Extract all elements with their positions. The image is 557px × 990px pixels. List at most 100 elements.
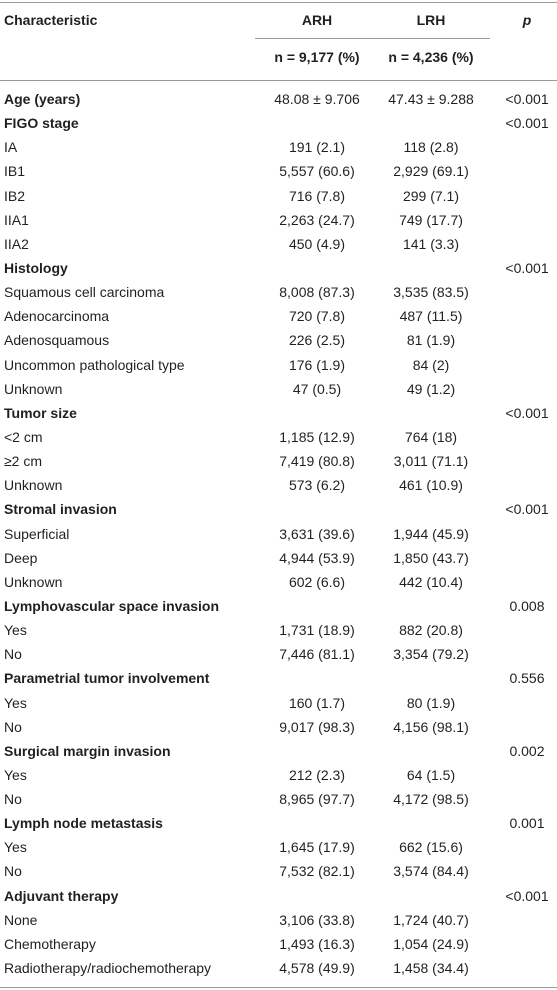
row-label: Yes (4, 694, 27, 711)
row-label: No (4, 718, 22, 735)
lrh-value: 442 (10.4) (399, 573, 463, 590)
header-characteristic: Characteristic (4, 12, 98, 28)
lrh-value: 141 (3.3) (402, 235, 460, 252)
lrh-value: 47.43 ± 9.288 (388, 91, 474, 107)
header-arh-n: n = 9,177 (%) (274, 49, 360, 65)
top-rule (0, 2, 557, 3)
lrh-value: 1,458 (34.4) (393, 960, 469, 977)
lrh-value: 749 (17.7) (399, 211, 463, 228)
lrh-value: 1,944 (45.9) (393, 525, 469, 542)
arh-value: 212 (2.3) (288, 766, 346, 783)
arh-value: 1,185 (12.9) (279, 428, 355, 445)
arh-value: 1,493 (16.3) (279, 935, 355, 952)
lrh-value: 3,574 (84.4) (393, 863, 469, 880)
row-label: Chemotherapy (4, 935, 96, 952)
arh-value: 47 (0.5) (292, 380, 342, 397)
lrh-value: 4,156 (98.1) (393, 718, 469, 735)
arh-value: 716 (7.8) (288, 187, 346, 204)
arh-value: 176 (1.9) (288, 356, 346, 373)
row-label: Yes (4, 839, 27, 856)
row-label: IIA1 (4, 211, 29, 228)
row-label: Squamous cell carcinoma (4, 284, 165, 301)
row-label: Stromal invasion (4, 501, 117, 518)
arh-value: 450 (4.9) (288, 235, 346, 252)
lrh-value: 1,724 (40.7) (393, 911, 469, 928)
p-value: <0.001 (505, 115, 549, 132)
row-label: Yes (4, 622, 27, 639)
row-label: No (4, 863, 22, 880)
row-label: No (4, 646, 22, 663)
arh-value: 160 (1.7) (288, 694, 346, 711)
row-label: Surgical margin invasion (4, 742, 171, 759)
p-value: 0.008 (509, 597, 545, 614)
row-label: None (4, 911, 38, 928)
arh-value: 48.08 ± 9.706 (274, 91, 360, 107)
row-label: Unknown (4, 477, 63, 494)
lrh-value: 64 (1.5) (406, 766, 456, 783)
lrh-value: 84 (2) (412, 356, 450, 373)
arh-value: 7,446 (81.1) (279, 646, 355, 663)
arh-value: 8,008 (87.3) (279, 284, 355, 301)
arh-value: 7,532 (82.1) (279, 863, 355, 880)
row-label: Adjuvant therapy (4, 887, 119, 904)
row-label: Uncommon pathological type (4, 356, 185, 373)
lrh-value: 4,172 (98.5) (393, 791, 469, 808)
row-label: Lymphovascular space invasion (4, 597, 220, 614)
row-label: Parametrial tumor involvement (4, 670, 210, 687)
row-label: IIA2 (4, 235, 29, 252)
lrh-value: 487 (11.5) (399, 308, 463, 325)
row-label: Histology (4, 259, 68, 276)
header-rule (255, 38, 490, 39)
header-lrh: LRH (416, 12, 446, 28)
arh-value: 226 (2.5) (288, 332, 346, 349)
p-value: <0.001 (505, 501, 549, 518)
row-label: No (4, 791, 22, 808)
lrh-value: 1,054 (24.9) (393, 935, 469, 952)
lrh-value: 2,929 (69.1) (393, 163, 469, 180)
arh-value: 4,944 (53.9) (279, 549, 355, 566)
lrh-value: 299 (7.1) (402, 187, 460, 204)
arh-value: 5,557 (60.6) (279, 163, 355, 180)
row-label: Yes (4, 766, 27, 783)
p-value: 0.002 (509, 742, 545, 759)
arh-value: 7,419 (80.8) (279, 453, 355, 470)
lrh-value: 3,535 (83.5) (393, 284, 469, 301)
arh-value: 3,106 (33.8) (279, 911, 355, 928)
row-label: Superficial (4, 525, 70, 542)
lrh-value: 81 (1.9) (406, 332, 456, 349)
row-label: Unknown (4, 573, 63, 590)
row-label: IA (4, 139, 18, 156)
row-label: Deep (4, 549, 38, 566)
lrh-value: 49 (1.2) (406, 380, 456, 397)
row-label: Adenocarcinoma (4, 308, 110, 325)
arh-value: 573 (6.2) (288, 477, 346, 494)
arh-value: 4,578 (49.9) (279, 960, 355, 977)
arh-value: 8,965 (97.7) (279, 791, 355, 808)
bottom-rule (0, 987, 557, 988)
row-label: IB1 (4, 163, 26, 180)
header-arh: ARH (301, 12, 333, 28)
arh-value: 191 (2.1) (288, 139, 346, 156)
lrh-value: 118 (2.8) (403, 139, 459, 156)
lrh-value: 662 (15.6) (399, 839, 463, 856)
header-p: p (522, 12, 532, 28)
arh-value: 2,263 (24.7) (279, 211, 355, 228)
arh-value: 720 (7.8) (288, 308, 346, 325)
p-value: 0.001 (509, 815, 545, 832)
lrh-value: 1,850 (43.7) (393, 549, 469, 566)
row-label: FIGO stage (4, 115, 79, 132)
lrh-value: 80 (1.9) (406, 694, 456, 711)
lrh-value: 764 (18) (404, 428, 458, 445)
arh-value: 9,017 (98.3) (279, 718, 355, 735)
arh-value: 3,631 (39.6) (279, 525, 355, 542)
row-label: IB2 (4, 187, 26, 204)
p-value: <0.001 (505, 887, 549, 904)
header-lrh-n: n = 4,236 (%) (388, 49, 474, 65)
p-value: <0.001 (505, 404, 549, 421)
arh-value: 1,645 (17.9) (279, 839, 355, 856)
lrh-value: 3,011 (71.1) (393, 453, 469, 470)
arh-value: 1,731 (18.9) (279, 622, 355, 639)
lrh-value: 882 (20.8) (399, 622, 463, 639)
p-value: 0.556 (509, 670, 545, 687)
